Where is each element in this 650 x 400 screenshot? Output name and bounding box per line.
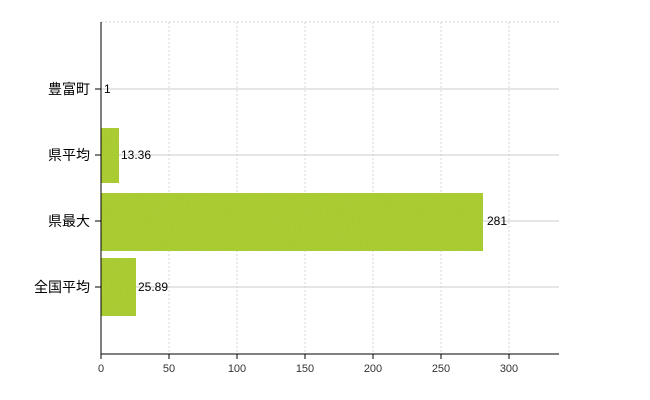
- svg-text:13.36: 13.36: [121, 148, 151, 162]
- svg-text:25.89: 25.89: [138, 280, 168, 294]
- svg-text:豊富町: 豊富町: [48, 81, 90, 97]
- svg-text:150: 150: [296, 363, 314, 375]
- svg-text:281: 281: [487, 214, 507, 228]
- svg-text:全国平均: 全国平均: [34, 279, 90, 295]
- svg-text:県平均: 県平均: [48, 147, 90, 163]
- svg-text:100: 100: [228, 363, 246, 375]
- svg-text:300: 300: [500, 363, 518, 375]
- svg-text:50: 50: [163, 363, 175, 375]
- svg-text:0: 0: [98, 363, 104, 375]
- svg-text:200: 200: [364, 363, 382, 375]
- svg-text:1: 1: [104, 82, 111, 96]
- svg-text:県最大: 県最大: [48, 213, 90, 229]
- svg-text:250: 250: [432, 363, 450, 375]
